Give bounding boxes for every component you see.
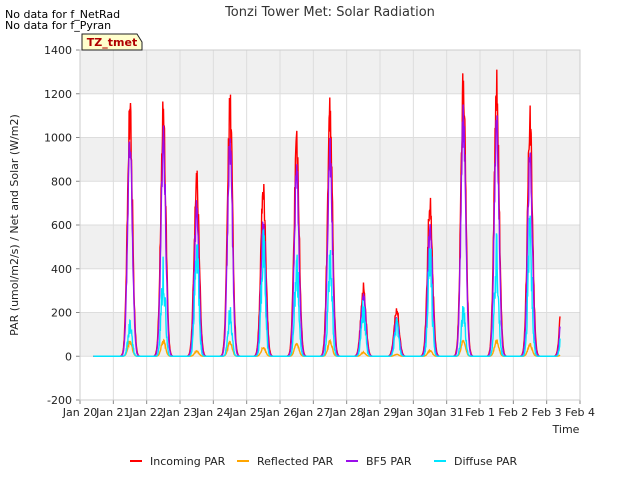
- grid-band: [80, 50, 580, 94]
- series-line-diffuse-par: [93, 215, 561, 357]
- y-tick-label: 1000: [44, 132, 72, 145]
- y-axis-label: PAR (umol/m2/s) / Net and Solar (W/m2): [8, 114, 21, 336]
- x-tick-label: Jan 27: [295, 406, 330, 419]
- annotation-box: [81, 33, 143, 51]
- x-tick-label: Jan 26: [262, 406, 297, 419]
- x-tick-label: Jan 20: [62, 406, 97, 419]
- x-axis-label: Time: [552, 423, 580, 436]
- y-tick-label: 800: [51, 175, 72, 188]
- chart-title: Tonzi Tower Met: Solar Radiation: [224, 5, 435, 20]
- y-tick-label: 200: [51, 307, 72, 320]
- plot-frame: [79, 49, 581, 401]
- x-tick-label: Feb 3: [532, 406, 562, 419]
- no-data-note-pyran: No data for f_Pyran: [5, 19, 112, 32]
- legend-label: Diffuse PAR: [454, 455, 518, 468]
- x-tick-label: Jan 28: [328, 406, 363, 419]
- y-tick-label: -200: [47, 394, 72, 407]
- x-tick-label: Jan 31: [428, 406, 463, 419]
- x-tick-label: Jan 22: [128, 406, 163, 419]
- y-tick-label: 0: [65, 350, 72, 363]
- annotation-tz-tmet: TZ_tmet: [81, 33, 143, 51]
- legend-label: Incoming PAR: [150, 455, 226, 468]
- y-tick-label: 400: [51, 263, 72, 276]
- no-data-note-netrad: No data for f_NetRad: [5, 8, 121, 21]
- annotation-text: TZ_tmet: [87, 36, 137, 49]
- x-tick-label: Jan 21: [95, 406, 130, 419]
- legend-label: Reflected PAR: [257, 455, 334, 468]
- y-tick-label: 1200: [44, 88, 72, 101]
- legend-label: BF5 PAR: [366, 455, 412, 468]
- y-tick-label: 1400: [44, 44, 72, 57]
- x-tick-label: Jan 24: [195, 406, 230, 419]
- y-tick-label: 600: [51, 219, 72, 232]
- x-tick-label: Jan 30: [395, 406, 430, 419]
- x-tick-label: Jan 29: [362, 406, 397, 419]
- grid-band: [80, 312, 580, 357]
- x-tick-label: Jan 23: [162, 406, 197, 419]
- x-tick-label: Feb 1: [465, 406, 495, 419]
- x-tick-label: Feb 4: [565, 406, 595, 419]
- x-tick-label: Jan 25: [228, 406, 263, 419]
- x-tick-label: Feb 2: [498, 406, 528, 419]
